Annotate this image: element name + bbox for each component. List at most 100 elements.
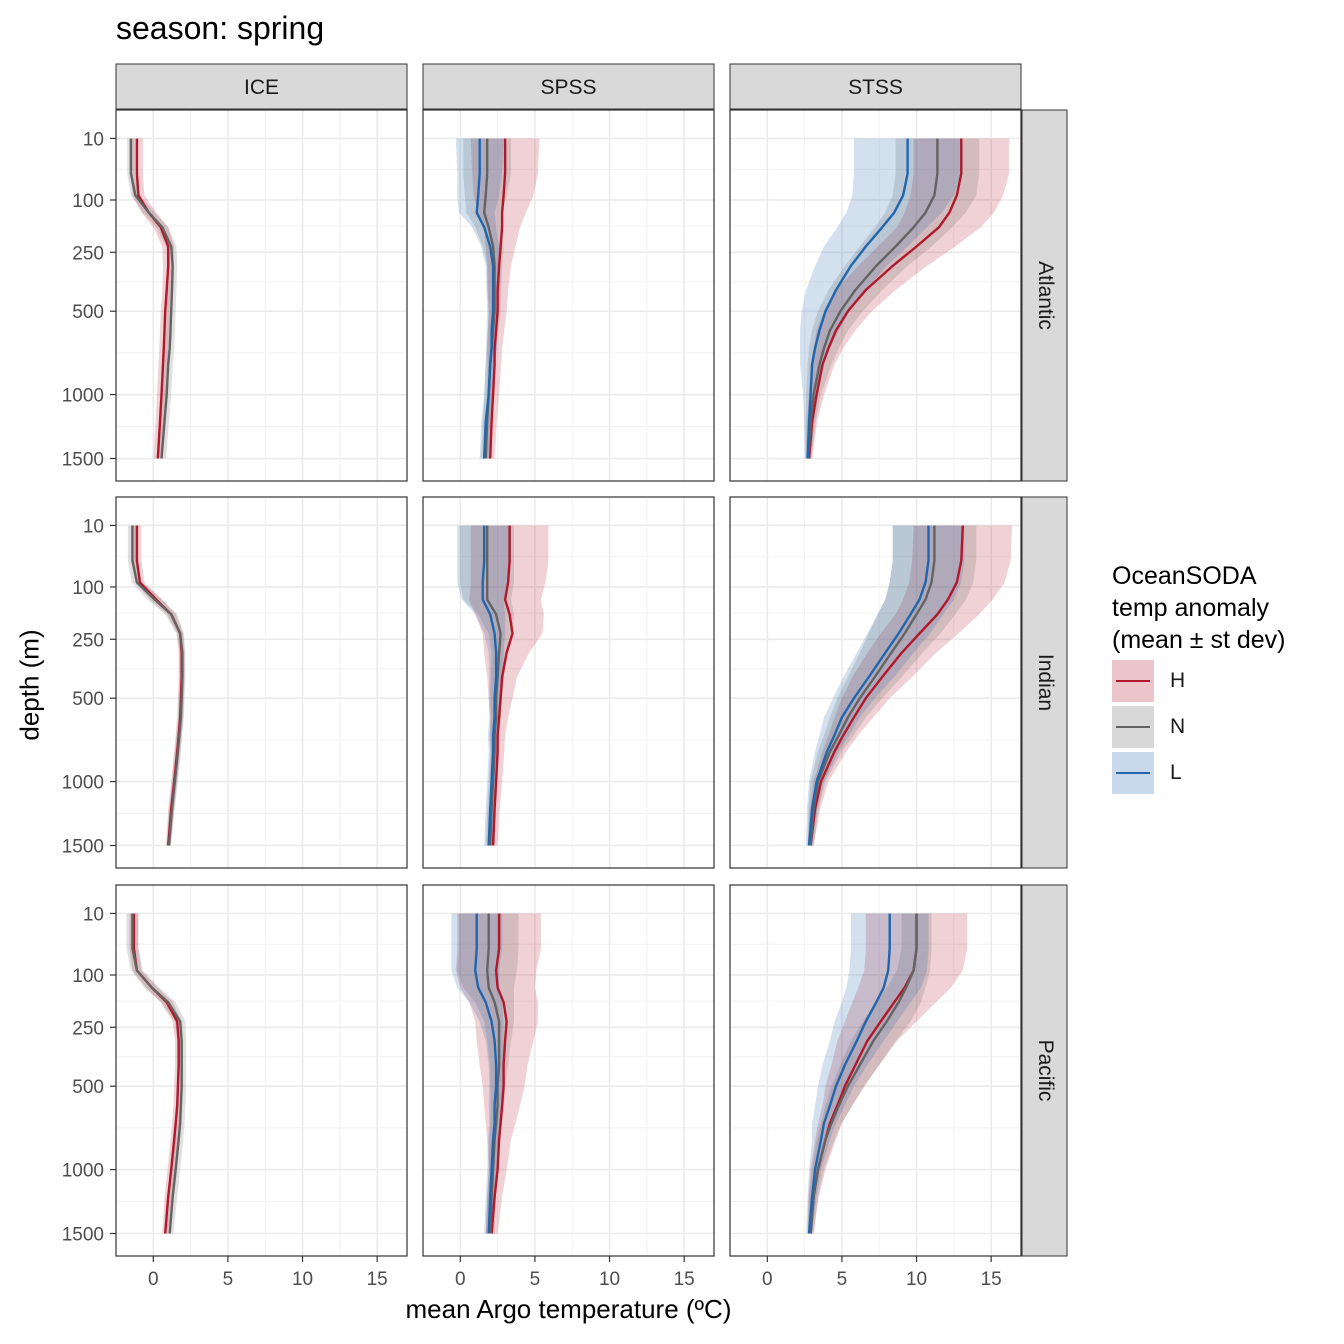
- ribbon-l: [806, 913, 929, 1234]
- legend: OceanSODA temp anomaly (mean ± st dev) H…: [1112, 560, 1286, 794]
- panel-border: [729, 496, 1022, 869]
- facet-col-label: ICE: [244, 76, 279, 99]
- legend-item-h: H: [1112, 660, 1286, 702]
- series-line-l: [806, 138, 909, 459]
- panel-border: [115, 109, 408, 482]
- series-line-l: [807, 913, 891, 1234]
- y-tick-label: 1000: [62, 386, 104, 407]
- series-line-h: [489, 138, 507, 459]
- x-tick-label: 10: [599, 1269, 620, 1290]
- y-tick-label: 500: [72, 689, 104, 710]
- facet-strip-stss: [729, 63, 1022, 110]
- ribbon-n: [127, 525, 186, 846]
- ribbon-h: [470, 138, 540, 459]
- y-tick-label: 100: [72, 966, 104, 987]
- facet-strip-pacific: [1021, 884, 1068, 1257]
- series-line-h: [491, 525, 514, 846]
- y-tick-label: 1500: [62, 836, 104, 857]
- y-tick-label: 250: [72, 630, 104, 651]
- panel-border: [729, 109, 1022, 482]
- y-tick-label: 500: [72, 1077, 104, 1098]
- legend-title: OceanSODA temp anomaly (mean ± st dev): [1112, 560, 1286, 656]
- x-tick-label: 15: [981, 1269, 1002, 1290]
- legend-line-n: [1116, 726, 1150, 728]
- y-tick-label: 10: [83, 516, 104, 537]
- y-tick-label: 10: [83, 904, 104, 925]
- ribbon-h: [132, 525, 185, 846]
- facet-row-label: Atlantic: [1034, 261, 1057, 330]
- series-line-l: [475, 138, 495, 459]
- legend-line-l: [1116, 772, 1150, 774]
- ribbon-n: [460, 525, 514, 846]
- facet-strip-spss: [422, 63, 715, 110]
- legend-item-l: L: [1112, 752, 1286, 794]
- series-line-h: [135, 138, 170, 459]
- facet-strip-ice: [115, 63, 408, 110]
- facet-strip-atlantic: [1021, 109, 1068, 482]
- series-line-n: [807, 138, 939, 459]
- series-line-n: [809, 913, 918, 1234]
- series-line-n: [809, 525, 936, 846]
- series-line-n: [131, 913, 183, 1234]
- ribbon-n: [805, 138, 980, 459]
- y-tick-label: 250: [72, 1018, 104, 1039]
- panel-indian-stss: [729, 496, 1022, 869]
- facet-strip-indian: [1021, 496, 1068, 869]
- facet-col-label: STSS: [848, 76, 903, 99]
- y-tick-label: 10: [83, 129, 104, 150]
- x-axis-label: mean Argo temperature (ºC): [405, 1294, 732, 1324]
- series-line-h: [490, 913, 508, 1234]
- ribbon-h: [807, 525, 1012, 846]
- legend-key-n: [1112, 706, 1154, 748]
- ribbon-h: [129, 913, 183, 1234]
- legend-label-h: H: [1170, 669, 1186, 692]
- chart-title: season: spring: [116, 10, 325, 46]
- y-tick-label: 1500: [62, 1224, 104, 1245]
- y-tick-label: 1000: [62, 1161, 104, 1182]
- legend-label-l: L: [1170, 761, 1182, 784]
- facet-col-label: SPSS: [540, 76, 596, 99]
- y-tick-label: 100: [72, 191, 104, 212]
- x-tick-label: 0: [762, 1269, 773, 1290]
- ribbon-l: [455, 138, 504, 459]
- series-line-l: [481, 525, 498, 846]
- series-line-n: [486, 913, 501, 1234]
- panel-border: [115, 496, 408, 869]
- x-tick-label: 10: [906, 1269, 927, 1290]
- legend-title-line: OceanSODA: [1112, 562, 1257, 590]
- y-axis-label: depth (m): [14, 629, 45, 741]
- y-tick-label: 1000: [62, 773, 104, 794]
- facet-row-label: Pacific: [1034, 1040, 1057, 1102]
- ribbon-n: [457, 913, 519, 1234]
- panel-atlantic-stss: [729, 109, 1022, 482]
- series-line-h: [807, 138, 963, 459]
- ribbon-h: [807, 913, 968, 1234]
- panel-atlantic-ice: 10 100 250 500 1000 1500: [62, 109, 408, 482]
- panel-indian-spss: [422, 496, 715, 869]
- panel-border: [422, 109, 715, 482]
- x-tick-label: 5: [530, 1269, 541, 1290]
- ribbon-l: [457, 525, 511, 846]
- x-tick-label: 10: [292, 1269, 313, 1290]
- ribbon-n: [807, 525, 977, 846]
- y-tick-label: 500: [72, 302, 104, 323]
- x-tick-label: 0: [148, 1269, 159, 1290]
- x-tick-label: 15: [674, 1269, 695, 1290]
- legend-item-n: N: [1112, 706, 1286, 748]
- y-tick-label: 250: [72, 243, 104, 264]
- panel-pacific-ice: 10 100 250 500 1000 1500 0 5 10 15: [62, 884, 408, 1290]
- ribbon-n: [127, 138, 178, 459]
- series-line-n: [129, 138, 174, 459]
- panel-pacific-spss: 0 5 10 15: [422, 884, 715, 1290]
- x-tick-label: 5: [837, 1269, 848, 1290]
- ribbon-n: [463, 138, 511, 459]
- legend-line-h: [1116, 680, 1150, 682]
- panel-indian-ice: 10 100 250 500 1000 1500: [62, 496, 408, 869]
- x-tick-label: 15: [367, 1269, 388, 1290]
- panel-border: [422, 496, 715, 869]
- panel-border: [729, 884, 1022, 1257]
- legend-key-h: [1112, 660, 1154, 702]
- series-line-l: [474, 913, 498, 1234]
- ribbon-h: [469, 525, 549, 846]
